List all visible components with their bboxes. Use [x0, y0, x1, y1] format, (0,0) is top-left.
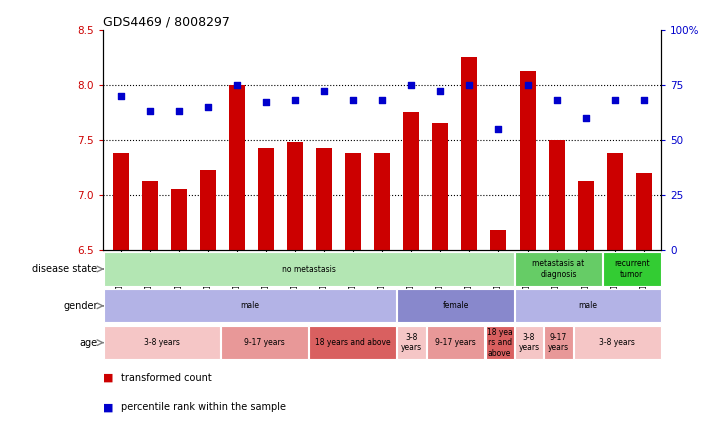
Text: 3-8
years: 3-8 years [401, 333, 422, 352]
Point [609, 96, 621, 103]
Bar [403, 112, 419, 250]
Point [260, 99, 272, 106]
Bar [345, 153, 361, 250]
Point [377, 96, 388, 103]
Text: gender: gender [63, 301, 97, 311]
Point [115, 92, 127, 99]
Text: male: male [578, 301, 597, 310]
FancyBboxPatch shape [309, 326, 396, 359]
Text: 3-8 years: 3-8 years [144, 338, 180, 347]
Text: 18 yea
rs and
above: 18 yea rs and above [487, 328, 513, 357]
Text: no metastasis: no metastasis [282, 264, 336, 274]
FancyBboxPatch shape [397, 326, 426, 359]
FancyBboxPatch shape [486, 326, 514, 359]
Bar [606, 153, 623, 250]
FancyBboxPatch shape [221, 326, 308, 359]
Text: GDS4469 / 8008297: GDS4469 / 8008297 [103, 16, 230, 28]
Text: metastasis at
diagnosis: metastasis at diagnosis [533, 259, 584, 279]
FancyBboxPatch shape [574, 326, 661, 359]
FancyBboxPatch shape [104, 326, 220, 359]
Bar [432, 123, 449, 250]
FancyBboxPatch shape [104, 253, 514, 286]
Text: 3-8 years: 3-8 years [599, 338, 635, 347]
Point [231, 81, 242, 88]
Point [202, 103, 213, 110]
FancyBboxPatch shape [104, 289, 396, 322]
Text: ■: ■ [103, 373, 114, 383]
Bar [374, 153, 390, 250]
Bar [520, 71, 535, 250]
Text: 3-8
years: 3-8 years [518, 333, 540, 352]
FancyBboxPatch shape [515, 326, 543, 359]
Bar [200, 170, 215, 250]
Text: transformed count: transformed count [121, 373, 212, 383]
Point [144, 107, 155, 114]
Point [493, 125, 504, 132]
Bar [258, 148, 274, 250]
Bar [636, 173, 652, 250]
Bar [549, 140, 565, 250]
Text: recurrent
tumor: recurrent tumor [614, 259, 650, 279]
Point [551, 96, 562, 103]
Text: 9-17 years: 9-17 years [435, 338, 476, 347]
Bar [577, 181, 594, 250]
FancyBboxPatch shape [515, 253, 602, 286]
Text: 18 years and above: 18 years and above [315, 338, 390, 347]
Point [638, 96, 649, 103]
Bar [141, 181, 158, 250]
Text: male: male [240, 301, 260, 310]
Point [289, 96, 301, 103]
Text: age: age [80, 338, 97, 348]
Text: 9-17 years: 9-17 years [245, 338, 285, 347]
FancyBboxPatch shape [603, 253, 661, 286]
FancyBboxPatch shape [397, 289, 514, 322]
Text: percentile rank within the sample: percentile rank within the sample [121, 402, 286, 412]
Bar [287, 142, 303, 250]
Bar [461, 57, 477, 250]
Bar [491, 230, 506, 250]
Bar [229, 85, 245, 250]
Text: 9-17
years: 9-17 years [548, 333, 569, 352]
Point [173, 107, 184, 114]
FancyBboxPatch shape [515, 289, 661, 322]
Point [580, 114, 592, 121]
Point [464, 81, 475, 88]
Point [319, 88, 330, 95]
Bar [112, 153, 129, 250]
FancyBboxPatch shape [545, 326, 572, 359]
Bar [171, 189, 187, 250]
Point [405, 81, 417, 88]
Point [434, 88, 446, 95]
Point [522, 81, 533, 88]
Bar [316, 148, 332, 250]
Point [348, 96, 359, 103]
Text: ■: ■ [103, 402, 114, 412]
FancyBboxPatch shape [427, 326, 484, 359]
Text: disease state: disease state [33, 264, 97, 274]
Text: female: female [442, 301, 469, 310]
